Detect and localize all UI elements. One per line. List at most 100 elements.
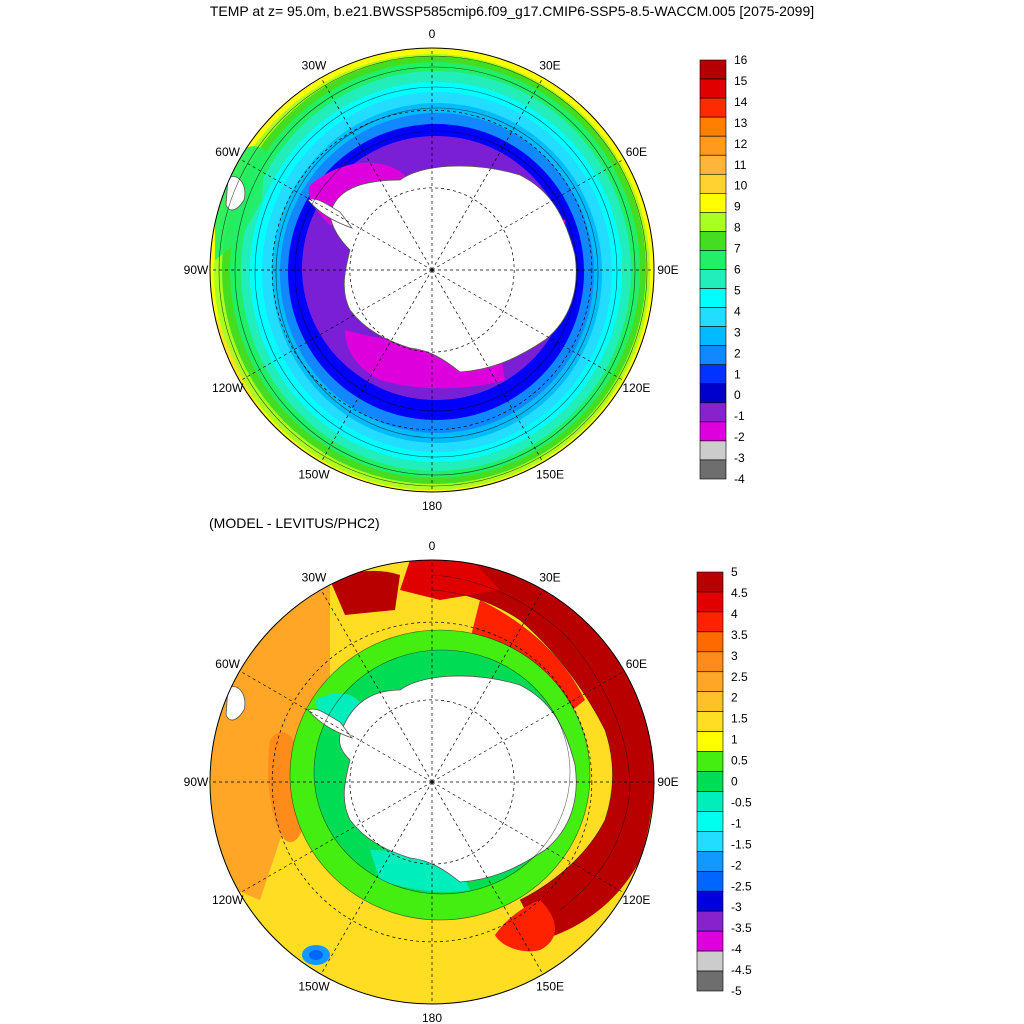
- colorbar-temp-swatch-10: [699, 250, 727, 270]
- lon-label-temp-9: 90W: [184, 263, 209, 277]
- colorbar-diff-label-5: 2.5: [731, 670, 748, 684]
- temp-polar-map: [209, 47, 655, 493]
- colorbar-diff-label-13: -1.5: [731, 837, 752, 851]
- lon-label-diff-11: 30W: [302, 571, 327, 585]
- lon-label-temp-5: 150E: [536, 467, 564, 481]
- lon-label-diff-6: 180: [422, 1011, 442, 1024]
- colorbar-diff-label-0: 5: [731, 565, 738, 579]
- colorbar-diff-swatch-12: [696, 811, 724, 832]
- temp-contours: [218, 55, 648, 487]
- lon-label-temp-10: 60W: [215, 145, 240, 159]
- antarctica-land: [329, 165, 577, 373]
- colorbar-temp-label-6: 10: [734, 179, 748, 193]
- colorbar-temp-swatch-12: [699, 288, 727, 308]
- colorbar-diff-label-2: 4: [731, 607, 738, 621]
- colorbar-temp-label-1: 15: [734, 74, 748, 88]
- figure-title: TEMP at z= 95.0m, b.e21.BWSSP585cmip6.f0…: [209, 3, 815, 19]
- lon-label-temp-0: 0: [429, 27, 436, 41]
- diff-red-band-2: [495, 900, 555, 952]
- colorbar-temp-label-4: 12: [734, 137, 748, 151]
- colorbar-temp-swatch-16: [699, 364, 727, 385]
- colorbar-temp-swatch-9: [699, 231, 727, 251]
- colorbar-temp-label-3: 13: [734, 116, 748, 130]
- colorbar-temp-label-13: 3: [734, 325, 741, 339]
- lon-label-diff-3: 90E: [657, 775, 678, 789]
- south-america-tip-bottom: [225, 686, 246, 721]
- colorbar-temp-swatch-18: [699, 402, 727, 423]
- colorbar-diff-label-10: 0: [731, 775, 738, 789]
- colorbar-diff-label-3: 3.5: [731, 628, 748, 642]
- colorbar-diff-swatch-16: [696, 890, 724, 912]
- colorbar-temp-label-17: -1: [734, 409, 745, 423]
- ross-cold-patch: [345, 330, 505, 389]
- colorbar-temp-label-9: 7: [734, 242, 741, 256]
- colorbar-temp-label-19: -3: [734, 451, 745, 465]
- colorbar-temp-swatch-4: [699, 135, 727, 156]
- colorbar-diff-label-12: -1: [731, 816, 742, 830]
- colorbar-diff-swatch-7: [696, 711, 724, 732]
- colorbar-diff-label-4: 3: [731, 649, 738, 663]
- lon-label-temp-7: 150W: [298, 467, 330, 481]
- colorbar-diff-swatch-3: [696, 631, 724, 653]
- colorbar-diff-label-14: -2: [731, 858, 742, 872]
- colorbar-temp-swatch-8: [699, 212, 727, 232]
- colorbar-diff-label-1: 4.5: [731, 586, 748, 600]
- colorbar-temp-label-5: 11: [734, 158, 747, 172]
- diff-cyan-ross: [370, 850, 470, 892]
- lon-label-temp-11: 30W: [302, 59, 327, 73]
- lon-label-diff-0: 0: [429, 539, 436, 553]
- colorbar-temp-label-15: 1: [734, 367, 741, 381]
- colorbar-diff-swatch-0: [696, 571, 724, 593]
- colorbar-temp-swatch-11: [699, 269, 727, 289]
- colorbar-temp-label-10: 6: [734, 263, 741, 277]
- colorbar-temp-swatch-2: [699, 97, 727, 118]
- colorbar-temp-label-18: -2: [734, 430, 745, 444]
- colorbar-temp-swatch-15: [699, 345, 727, 366]
- colorbar-temp-swatch-7: [699, 193, 727, 213]
- colorbar-temp-swatch-21: [699, 459, 727, 480]
- colorbar-temp-label-14: 2: [734, 346, 741, 360]
- colorbar-temp-swatch-13: [699, 307, 727, 327]
- colorbar-diff-swatch-15: [696, 870, 724, 892]
- colorbar-temp-swatch-17: [699, 383, 727, 404]
- colorbar-diff-label-20: -5: [731, 984, 742, 998]
- temp-graticule: [210, 48, 654, 492]
- diff-hot-north: [400, 560, 500, 600]
- lon-label-temp-8: 120W: [212, 381, 244, 395]
- colorbar-temp-swatch-19: [699, 421, 727, 442]
- colorbar-diff-swatch-4: [696, 651, 724, 673]
- diff-map-border: [209, 559, 655, 1005]
- lon-label-diff-2: 60E: [626, 657, 647, 671]
- lon-label-temp-1: 30E: [539, 59, 560, 73]
- lon-label-diff-8: 120W: [212, 893, 244, 907]
- colorbar-diff-label-7: 1.5: [731, 712, 748, 726]
- antarctic-peninsula: [307, 198, 354, 229]
- diff-contours: [289, 574, 631, 921]
- lon-label-diff-5: 150E: [536, 979, 564, 993]
- colorbar-temp-swatch-5: [699, 154, 727, 175]
- diff-graticule: [210, 560, 654, 1004]
- colorbar-temp-label-7: 9: [734, 200, 741, 214]
- colorbar-diff-swatch-19: [696, 950, 724, 972]
- panel-subtitle: (MODEL - LEVITUS/PHC2): [209, 515, 380, 531]
- colorbar-temp-label-8: 8: [734, 221, 741, 235]
- colorbar-diff-label-8: 1: [731, 733, 738, 747]
- colorbar-temp-label-16: 0: [734, 388, 741, 402]
- colorbar-diff-swatch-13: [696, 831, 724, 852]
- diff-hot-30w: [330, 570, 400, 615]
- colorbar-diff-label-6: 2: [731, 691, 738, 705]
- colorbar-diff-swatch-14: [696, 851, 724, 872]
- colorbar-temp-swatch-0: [699, 59, 727, 80]
- temp-map-border: [209, 47, 655, 493]
- colorbar-diff-label-11: -0.5: [731, 795, 752, 809]
- colorbar-diff-swatch-2: [696, 611, 724, 633]
- colorbar-diff-label-18: -4: [731, 942, 742, 956]
- lon-label-temp-3: 90E: [657, 263, 678, 277]
- colorbar-diff-label-19: -4.5: [731, 963, 752, 977]
- colorbar-temp-label-0: 16: [734, 53, 748, 67]
- colorbar-temp-label-2: 14: [734, 95, 748, 109]
- colorbar-temp-label-12: 4: [734, 304, 741, 318]
- colorbar-temp-label-20: -4: [734, 472, 745, 486]
- lon-label-temp-6: 180: [422, 499, 442, 513]
